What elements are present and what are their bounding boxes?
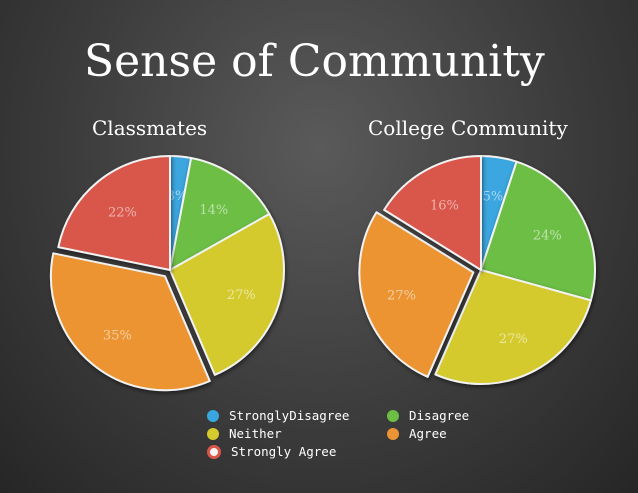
chart-title-college-community: College Community: [368, 116, 568, 140]
pie-classmates: 3%14%27%35%22%: [49, 155, 285, 392]
legend-item-disagree: Disagree: [387, 408, 469, 423]
pie-label-strongly-agree: 22%: [108, 206, 137, 221]
legend-label: Agree: [409, 426, 447, 441]
pie-label-disagree: 24%: [533, 228, 562, 243]
pie-slice-agree: [358, 211, 475, 378]
legend-label: Neither: [229, 426, 282, 441]
legend-item-strongly-disagree: StronglyDisagree: [207, 408, 349, 423]
pie-label-disagree: 14%: [199, 203, 228, 218]
legend-label: Disagree: [409, 408, 470, 423]
legend-label: StronglyDisagree: [229, 408, 350, 423]
pie-label-neither: 27%: [499, 332, 528, 347]
legend-item-neither: Neither: [207, 426, 282, 441]
legend-swatch: [387, 427, 399, 440]
legend-swatch: [207, 444, 221, 459]
legend-label: Strongly Agree: [231, 444, 337, 459]
pie-slice-strongly-agree: [383, 155, 482, 271]
pie-slice-neither: [169, 213, 285, 376]
pie-slice-agree: [49, 252, 211, 392]
legend-swatch: [387, 409, 399, 422]
legend-swatch: [207, 427, 219, 440]
pie-slice-neither: [434, 269, 592, 385]
pie-label-neither: 27%: [227, 288, 256, 303]
chart-title-classmates: Classmates: [92, 116, 208, 140]
pie-label-agree: 35%: [103, 328, 132, 343]
pie-label-agree: 27%: [387, 289, 416, 304]
pie-slice-disagree: [480, 160, 596, 302]
pie-label-strongly-agree: 16%: [430, 198, 459, 213]
pie-slice-disagree: [169, 156, 271, 271]
pie-label-strongly-disagree: 5%: [483, 190, 504, 205]
page-title: Sense of Community: [84, 36, 545, 87]
legend-item-agree: Agree: [387, 426, 447, 441]
legend-item-strongly-agree: Strongly Agree: [207, 444, 336, 459]
pie-slice-strongly-agree: [57, 155, 171, 271]
legend-swatch: [207, 409, 219, 422]
pie-college-community: 5% 24% 27% 27% 16%: [358, 155, 596, 385]
